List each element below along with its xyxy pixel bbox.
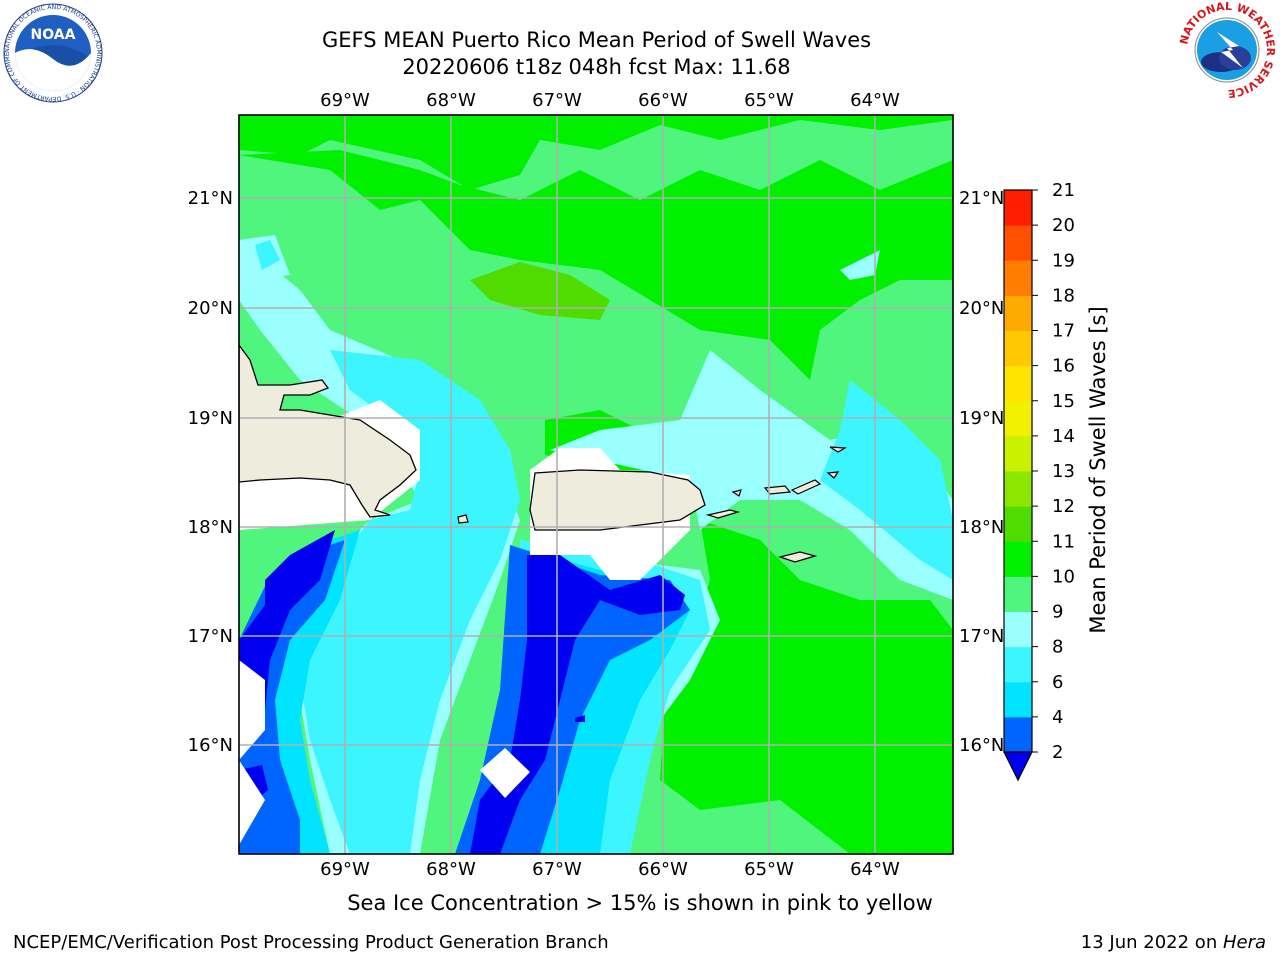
colorbar-tick-label: 2 [1052, 742, 1063, 763]
noaa-logo: NATIONAL OCEANIC AND ATMOSPHERIC ADMINIS… [3, 3, 103, 103]
lon-label-bottom: 64°W [850, 859, 900, 880]
map-title: GEFS MEAN Puerto Rico Mean Period of Swe… [321, 28, 872, 52]
lon-label-bottom: 65°W [744, 859, 794, 880]
lon-label-top: 67°W [532, 90, 582, 111]
lon-label-top: 68°W [426, 90, 476, 111]
colorbar-label: Mean Period of Swell Waves [s] [1086, 306, 1110, 633]
colorbar-tick-label: 11 [1052, 531, 1075, 552]
colorbar-segment [1004, 471, 1032, 507]
lat-label-right: 20°N [959, 298, 1004, 319]
lat-label-left: 18°N [188, 517, 233, 538]
lat-label-left: 20°N [188, 298, 233, 319]
forecast-info: 20220606 t18z 048h fcst Max: 11.68 [402, 55, 791, 79]
footer-date-text: 13 Jun 2022 on [1080, 932, 1223, 953]
map-frame [238, 114, 954, 855]
colorbar-segment [1004, 541, 1032, 577]
colorbar-tick-label: 9 [1052, 602, 1063, 623]
colorbar-tick-label: 15 [1052, 391, 1075, 412]
colorbar-segment [1004, 260, 1032, 296]
colorbar-segment [1004, 365, 1032, 402]
lat-label-left: 17°N [188, 626, 233, 647]
colorbar-segment [1004, 576, 1032, 612]
lon-label-bottom: 66°W [638, 859, 688, 880]
lon-label-bottom: 68°W [426, 859, 476, 880]
lon-label-bottom: 67°W [532, 859, 582, 880]
colorbar-segment [1004, 330, 1032, 367]
lon-label-top: 65°W [744, 90, 794, 111]
colorbar-segment [1004, 295, 1032, 331]
footer-host: Hera [1222, 932, 1266, 953]
lat-label-right: 17°N [959, 626, 1004, 647]
colorbar-segment [1004, 646, 1032, 683]
colorbar-segment [1004, 681, 1032, 718]
contour-fill-layer [239, 115, 953, 854]
colorbar-segment [1004, 435, 1032, 472]
lat-label-left: 21°N [188, 188, 233, 209]
colorbar-tick-label: 19 [1052, 250, 1075, 271]
colorbar-segment [1004, 716, 1032, 753]
lon-label-top: 66°W [638, 90, 688, 111]
nws-logo: NATIONAL WEATHER SERVICE [1177, 0, 1277, 100]
colorbar-tick-label: 12 [1052, 496, 1075, 517]
colorbar-tick-label: 4 [1052, 707, 1063, 728]
colorbar-tick-label: 18 [1052, 285, 1075, 306]
colorbar-tick-label: 6 [1052, 672, 1063, 693]
colorbar-tick-label: 14 [1052, 426, 1075, 447]
colorbar-tick-label: 21 [1052, 180, 1075, 201]
colorbar-segment [1004, 190, 1032, 226]
colorbar-segment [1004, 611, 1032, 648]
colorbar-under-arrow [1003, 751, 1033, 782]
lat-label-right: 18°N [959, 517, 1004, 538]
colorbar-tick-label: 16 [1052, 356, 1075, 377]
footer-branch: NCEP/EMC/Verification Post Processing Pr… [13, 932, 609, 953]
lon-label-top: 69°W [320, 90, 370, 111]
colorbar-tick-label: 10 [1052, 566, 1075, 587]
lat-label-left: 16°N [188, 735, 233, 756]
lat-label-right: 19°N [959, 408, 1004, 429]
colorbar-segment [1004, 400, 1032, 437]
colorbar-segment [1004, 225, 1032, 261]
colorbar-tick-label: 13 [1052, 461, 1075, 482]
colorbar-tick-label: 20 [1052, 215, 1075, 236]
footer-date: 13 Jun 2022 on Hera [1081, 932, 1266, 953]
lon-label-top: 64°W [850, 90, 900, 111]
sea-ice-note: Sea Ice Concentration > 15% is shown in … [347, 891, 933, 915]
colorbar-segment [1004, 506, 1032, 542]
lat-label-right: 16°N [959, 735, 1004, 756]
colorbar: 2 4 6 8 9 10 11 12 13 14 15 16 17 18 19 20 21 [1003, 180, 1075, 782]
colorbar-tick-label: 8 [1052, 637, 1063, 658]
lat-label-left: 19°N [188, 408, 233, 429]
lat-label-right: 21°N [959, 188, 1004, 209]
noaa-text: NOAA [31, 27, 76, 43]
colorbar-tick-label: 17 [1052, 321, 1075, 342]
lon-label-bottom: 69°W [320, 859, 370, 880]
graticule [239, 115, 953, 854]
